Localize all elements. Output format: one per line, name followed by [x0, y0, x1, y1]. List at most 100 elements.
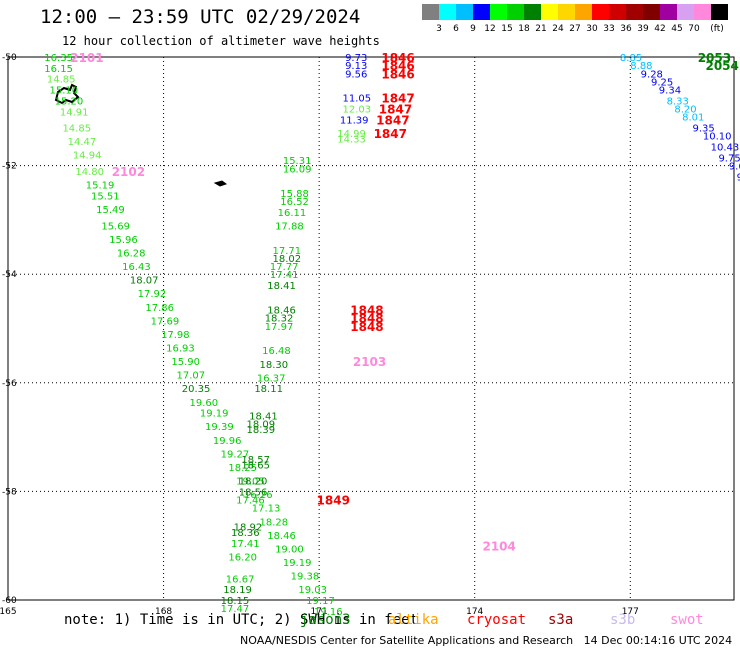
- wave-height-label: 11.39: [340, 115, 369, 126]
- wave-height-label: 17.77: [270, 262, 299, 273]
- satellite-cryosat: cryosat: [467, 612, 527, 628]
- color-scale-label: (ft): [710, 24, 724, 34]
- wave-height-label: 9.25: [651, 77, 673, 88]
- wave-height-label: 15.90: [171, 357, 200, 368]
- wave-height-label: 18.41: [249, 411, 278, 422]
- color-swatch: [609, 4, 626, 20]
- color-scale-label: 70: [688, 24, 700, 34]
- wave-height-label: 19.05: [236, 477, 265, 488]
- wave-height-label: 16.52: [280, 197, 309, 208]
- wave-height-label: 16.15: [44, 64, 73, 75]
- wave-height-label: 17.41: [231, 539, 260, 550]
- color-scale-label: 21: [535, 24, 547, 34]
- color-scale-label: 27: [569, 24, 581, 34]
- x-tick-label: 165: [0, 607, 17, 617]
- wave-height-label: 19.19: [200, 409, 229, 420]
- wave-height-label: 18.46: [267, 531, 296, 542]
- wave-height-label: 18.65: [241, 460, 270, 471]
- wave-height-label: 9.65: [729, 162, 740, 173]
- color-swatch: [592, 4, 609, 20]
- island-outline: [54, 83, 80, 105]
- wave-height-label: 10.43: [711, 143, 740, 154]
- color-swatch: [439, 4, 456, 20]
- wave-height-label: 19.00: [275, 544, 304, 555]
- track-time-label: 2104: [482, 540, 515, 554]
- color-swatch: [694, 4, 711, 20]
- wave-height-label: 17.98: [161, 330, 190, 341]
- wave-height-label: 18.28: [260, 517, 289, 528]
- wave-height-label: 15.31: [283, 156, 312, 167]
- wave-height-label: 16.35: [44, 53, 73, 64]
- wave-height-label: 17.97: [265, 322, 294, 333]
- color-scale-label: 15: [501, 24, 513, 34]
- wave-height-label: 17.47: [221, 604, 250, 615]
- color-scale-label: 9: [470, 24, 476, 34]
- color-scale-label: 42: [654, 24, 666, 34]
- wave-height-label: 18.19: [223, 585, 252, 596]
- satellite-s3a: s3a: [548, 612, 574, 628]
- track-time-label: 2102: [112, 165, 145, 179]
- wave-height-label: 17.13: [252, 504, 281, 515]
- y-tick-label: -54: [2, 270, 17, 280]
- track-time-label: 2103: [353, 355, 386, 369]
- track-time-label: 1848: [350, 312, 383, 326]
- track-time-label: 2101: [70, 51, 103, 65]
- track-time-label: 1848: [350, 303, 383, 317]
- wave-height-label: 17.92: [138, 289, 167, 300]
- page-subtitle: 12 hour collection of altimeter wave hei…: [62, 34, 380, 48]
- wave-height-label: 8.88: [630, 61, 652, 72]
- wave-height-label: 9.13: [345, 61, 367, 72]
- island-outline: [213, 180, 228, 187]
- wave-height-label: 18.30: [260, 360, 289, 371]
- color-swatch: [473, 4, 490, 20]
- y-tick-label: -58: [2, 487, 17, 497]
- track-time-label: 1846: [381, 67, 414, 81]
- wave-height-label: 19.17: [306, 596, 335, 607]
- color-swatch: [541, 4, 558, 20]
- wave-height-label: 15.49: [96, 205, 125, 216]
- page-title: 12:00 – 23:59 UTC 02/29/2024: [40, 6, 361, 28]
- wave-height-label: 8.85: [620, 53, 642, 64]
- wave-height-label: 18.39: [247, 425, 276, 436]
- wave-height-label: 8.20: [674, 105, 696, 116]
- wave-height-label: 19.19: [283, 558, 312, 569]
- satellite-swot: swot: [670, 612, 704, 628]
- wave-height-label: 9.56: [345, 69, 367, 80]
- color-scale-label: 33: [603, 24, 615, 34]
- wave-height-label: 19.60: [190, 398, 219, 409]
- color-scale-label: 36: [620, 24, 632, 34]
- color-swatch: [422, 4, 439, 20]
- track-time-label: 1848: [350, 320, 383, 334]
- wave-height-label: 16.11: [278, 208, 307, 219]
- wave-height-label: 14.91: [60, 107, 89, 118]
- track-time-label: 2053: [698, 51, 731, 65]
- wave-height-label: 17.86: [145, 303, 174, 314]
- wave-height-label: 9.75: [718, 153, 740, 164]
- color-swatch: [711, 4, 728, 20]
- wave-height-label: 15.19: [86, 181, 115, 192]
- track-time-label: 1847: [374, 127, 407, 141]
- x-tick-label: 171: [311, 607, 328, 617]
- wave-height-label: 17.88: [275, 221, 304, 232]
- x-tick-label: 177: [622, 607, 639, 617]
- wave-height-label: 14.99: [337, 129, 366, 140]
- track-time-label: 1847: [379, 103, 412, 117]
- track-time-label: 2054: [705, 59, 738, 73]
- wave-height-label: 19.03: [298, 585, 327, 596]
- wave-height-label: 16.67: [226, 574, 255, 585]
- wave-height-label: 18.20: [239, 477, 268, 488]
- wave-height-label: 15.69: [101, 221, 130, 232]
- wave-height-label: 19.16: [314, 607, 343, 618]
- wave-height-label: 15.20: [55, 96, 84, 107]
- wave-height-label: 18.07: [130, 276, 159, 287]
- wave-height-label: 18.15: [221, 596, 250, 607]
- wave-height-label: 15.10: [49, 86, 78, 97]
- wave-height-label: 14.33: [337, 134, 366, 145]
- wave-height-label: 9.68: [737, 172, 740, 183]
- track-time-label: 1846: [381, 59, 414, 73]
- wave-height-label: 18.02: [272, 254, 301, 265]
- color-swatch: [456, 4, 473, 20]
- wave-height-label: 17.46: [236, 496, 265, 507]
- wave-height-label: 16.26: [244, 490, 273, 501]
